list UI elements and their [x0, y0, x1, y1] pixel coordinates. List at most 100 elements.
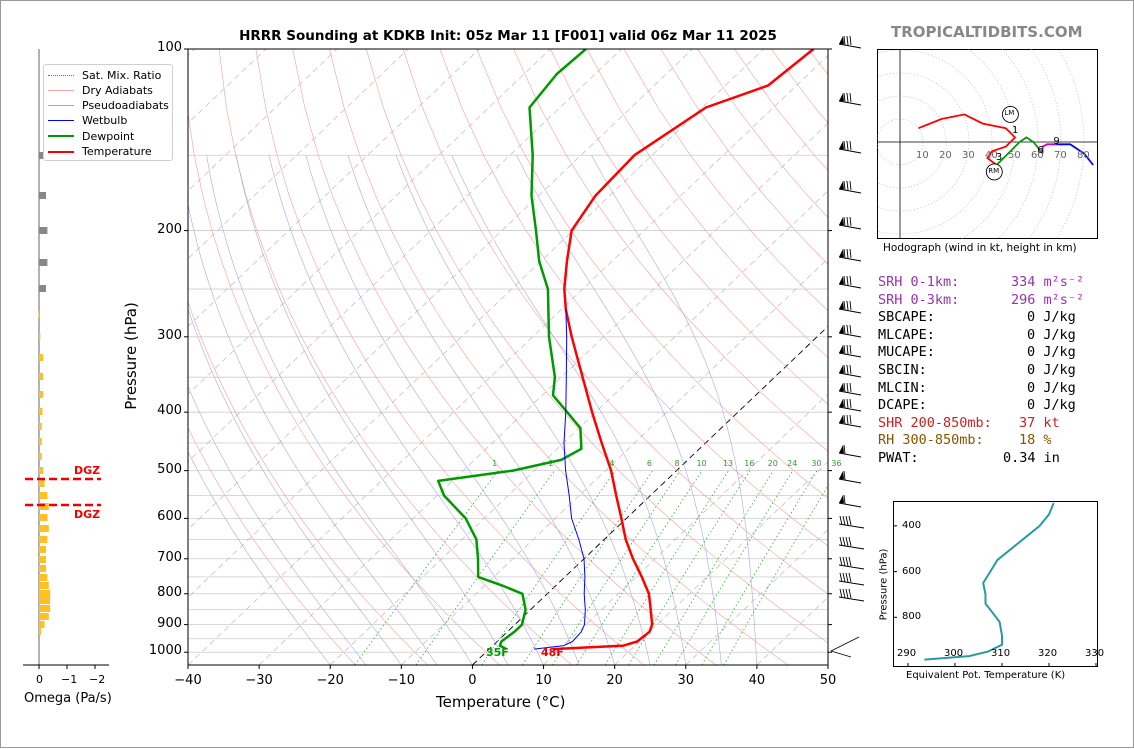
- barb-shaft: [839, 309, 861, 313]
- barb-flag: [839, 217, 844, 225]
- mix-ratio-label: 4: [609, 459, 614, 468]
- barb-feather: [831, 651, 851, 657]
- omega-bar: [39, 453, 42, 460]
- mix-ratio-label: 36: [831, 459, 841, 468]
- mix-ratio-label: 30: [811, 459, 821, 468]
- barb-feather: [844, 399, 845, 408]
- hodo-ring-label: 80: [1077, 150, 1090, 161]
- legend-label: Sat. Mix. Ratio: [82, 69, 161, 82]
- barb-feather: [844, 93, 845, 102]
- wind-barb: [831, 637, 859, 657]
- barb-feather: [850, 415, 851, 424]
- wind-barb: [839, 141, 861, 153]
- wind-barb: [839, 325, 861, 337]
- omega-bar: [39, 227, 47, 234]
- omega-tick-1: −1: [61, 673, 77, 686]
- mix-ratio-line: [724, 471, 837, 665]
- barb-feather: [840, 589, 842, 598]
- mix-ratio-line: [355, 471, 498, 665]
- parameter-name: RH 300-850mb:: [878, 432, 984, 448]
- barb-shaft: [839, 373, 861, 377]
- mix-ratio-line: [702, 471, 817, 665]
- barb-feather: [850, 365, 851, 374]
- barb-feather: [847, 141, 848, 150]
- barb-feather: [847, 301, 848, 310]
- barb-feather: [850, 325, 851, 334]
- legend-label: Pseudoadiabats: [82, 99, 169, 112]
- legend-entry: Sat. Mix. Ratio: [48, 68, 161, 82]
- barb-feather: [847, 181, 848, 190]
- theta-e-x-tick-label: 300: [944, 648, 963, 659]
- x-tick-label: −10: [381, 673, 421, 688]
- omega-bar: [39, 574, 47, 581]
- barb-feather: [847, 217, 848, 226]
- pseudoadiabat: [236, 155, 508, 665]
- barb-flag: [839, 471, 844, 479]
- mix-ratio-label: 10: [696, 459, 706, 468]
- wind-barb: [839, 365, 861, 377]
- barb-feather: [847, 415, 848, 424]
- x-tick-label: 0: [452, 673, 492, 688]
- wind-barb: [839, 249, 861, 261]
- barb-flag: [839, 495, 844, 503]
- barb-feather: [850, 36, 851, 45]
- parameter-name: SBCIN:: [878, 362, 927, 378]
- barb-feather: [844, 141, 845, 150]
- legend-entry: Wetbulb: [48, 114, 127, 128]
- legend-entry: Pseudoadiabats: [48, 99, 169, 113]
- wind-barb: [839, 516, 864, 528]
- barb-flag: [839, 399, 844, 407]
- legend-label: Temperature: [82, 145, 152, 158]
- hodo-ring: [877, 49, 1061, 239]
- barb-feather: [850, 217, 851, 226]
- wind-barb: [839, 399, 861, 411]
- x-tick-label: −20: [310, 673, 350, 688]
- barb-feather: [844, 495, 845, 504]
- wind-barb: [839, 276, 861, 288]
- barb-shaft: [839, 189, 861, 193]
- hodo-height-label: 6: [1037, 145, 1043, 156]
- hodo-ring-label: 20: [939, 150, 952, 161]
- barb-feather: [850, 399, 851, 408]
- barb-feather: [840, 537, 842, 546]
- barb-shaft: [839, 101, 861, 105]
- barb-flag: [839, 276, 844, 284]
- mix-ratio-line: [416, 471, 555, 665]
- hodo-ring-label: 50: [1008, 150, 1021, 161]
- omega-bar: [39, 480, 45, 487]
- x-tick-label: −30: [239, 673, 279, 688]
- legend-swatch: [48, 75, 74, 76]
- parameter-value: 0 J/kg: [1027, 344, 1076, 360]
- barb-feather: [844, 301, 845, 310]
- legend-entry: Dewpoint: [48, 129, 134, 143]
- theta-e-y-label: Pressure (hPa): [879, 540, 890, 630]
- barb-shaft: [839, 423, 861, 427]
- omega-bar: [39, 536, 47, 543]
- barb-shaft: [839, 284, 861, 288]
- omega-tick-0: 0: [36, 673, 43, 686]
- theta-e-x-tick-label: 310: [991, 648, 1010, 659]
- barb-shaft: [839, 524, 864, 528]
- parameter-value: 0 J/kg: [1027, 327, 1076, 343]
- parameter-value: 334 m²s⁻²: [1011, 274, 1084, 290]
- barb-flag: [839, 93, 844, 101]
- barb-feather: [849, 516, 851, 525]
- isotherm: [259, 49, 906, 665]
- wind-barb: [839, 495, 861, 507]
- barb-feather: [847, 276, 848, 285]
- barb-feather: [849, 573, 851, 582]
- barb-feather: [847, 383, 848, 392]
- barb-feather: [847, 365, 848, 374]
- barb-flag: [839, 345, 844, 353]
- barb-flag: [839, 181, 844, 189]
- dgz-label-top: DGZ: [74, 464, 100, 477]
- legend-swatch: [48, 120, 74, 121]
- legend-entry: Temperature: [48, 145, 152, 159]
- parameter-value: 0 J/kg: [1027, 309, 1076, 325]
- wind-barb: [839, 471, 861, 483]
- x-axis-label: Temperature (°C): [436, 693, 565, 711]
- omega-bar: [39, 354, 43, 361]
- barb-feather: [844, 276, 845, 285]
- wind-barb: [839, 557, 864, 569]
- omega-bar: [39, 556, 46, 563]
